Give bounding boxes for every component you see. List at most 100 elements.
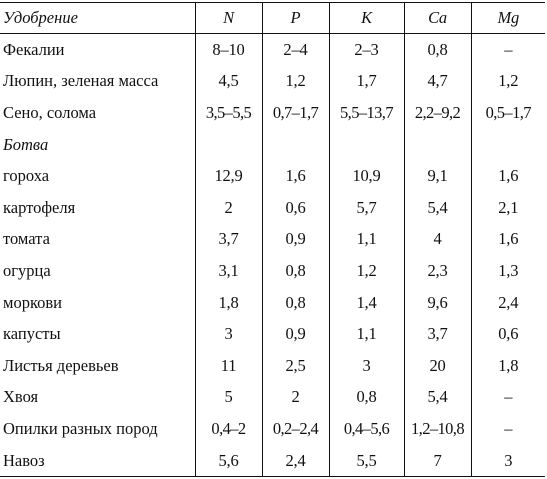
- cell-ca: 5,4: [404, 381, 472, 414]
- cell-k: 3: [329, 349, 405, 382]
- cell-k: 1,2: [329, 255, 405, 287]
- cell-ca: 1,2–10,8: [404, 413, 472, 445]
- cell-p: 2: [262, 381, 330, 414]
- cell-mg: 1,2: [498, 71, 519, 91]
- cell-ca: 2,2–9,2: [404, 97, 472, 129]
- cell-k: 1,1: [329, 318, 405, 350]
- table-row: гороха 12,9 1,6 10,9 9,1 1,6: [0, 160, 545, 192]
- cell-p: 0,8: [262, 286, 330, 319]
- cell-n: 11: [195, 349, 263, 382]
- cell-ca: 9,6: [404, 286, 472, 319]
- cell-p: 0,6: [262, 191, 330, 224]
- cell-k: [329, 128, 405, 161]
- cell-k: 5,7: [329, 191, 405, 224]
- cell-k: 10,9: [329, 160, 405, 192]
- row-label: Хвоя: [0, 381, 196, 414]
- cell-p: 2,5: [262, 349, 330, 382]
- cell-n: 4,5: [195, 65, 263, 98]
- cell-k: 5,5: [329, 444, 405, 478]
- cell-k: 2–3: [329, 33, 405, 66]
- row-label: Листья деревьев: [0, 349, 196, 382]
- cell-n: 0,4–2: [195, 413, 263, 445]
- cell-n: 3: [195, 318, 263, 350]
- cell-k: 1,7: [329, 65, 405, 98]
- row-label: картофеля: [0, 191, 196, 224]
- cell-p: 0,7–1,7: [262, 97, 330, 129]
- table-row: Листья деревьев 11 2,5 3 20 1,8: [0, 349, 545, 382]
- cell-p: 1,6: [262, 160, 330, 192]
- cell-n: 1,8: [195, 286, 263, 319]
- cell-ca: 4,7: [404, 65, 472, 98]
- cell-mg: 0,6: [498, 324, 519, 344]
- row-label: Люпин, зеленая масса: [0, 65, 196, 98]
- cell-ca: 2,3: [404, 255, 472, 287]
- cell-ca: 0,8: [404, 33, 472, 66]
- cell-ca: 9,1: [404, 160, 472, 192]
- cell-ca: 20: [404, 349, 472, 382]
- cell-k: 0,4–5,6: [329, 413, 405, 445]
- cell-k: 0,8: [329, 381, 405, 414]
- row-label: огурца: [0, 255, 196, 287]
- cell-ca: 3,7: [404, 318, 472, 350]
- cell-p: [262, 128, 330, 161]
- table-section-row: Ботва: [0, 128, 545, 161]
- table-row: Хвоя 5 2 0,8 5,4 –: [0, 381, 545, 414]
- cell-mg: 1,6: [498, 166, 519, 186]
- row-label: Фекалии: [0, 33, 196, 66]
- header-fertilizer: Удобрение: [0, 2, 196, 34]
- cell-n: 2: [195, 191, 263, 224]
- row-label: гороха: [0, 160, 196, 192]
- header-mg: Mg: [471, 2, 545, 34]
- table-header-row: Удобрение N P K Ca Mg: [0, 2, 545, 34]
- table-row: Опилки разных пород 0,4–2 0,2–2,4 0,4–5,…: [0, 413, 545, 445]
- cell-p: 0,9: [262, 223, 330, 256]
- table-row: Навоз 5,6 2,4 5,5 7 3: [0, 444, 545, 478]
- cell-p: 1,2: [262, 65, 330, 98]
- table-row: капусты 3 0,9 1,1 3,7 0,6: [0, 318, 545, 350]
- table-row: картофеля 2 0,6 5,7 5,4 2,1: [0, 191, 545, 224]
- table-row: Сено, солома 3,5–5,5 0,7–1,7 5,5–13,7 2,…: [0, 97, 545, 129]
- table-row: Люпин, зеленая масса 4,5 1,2 1,7 4,7 1,2: [0, 65, 545, 98]
- cell-k: 1,4: [329, 286, 405, 319]
- cell-ca: [404, 128, 472, 161]
- cell-k: 1,1: [329, 223, 405, 256]
- table-row: огурца 3,1 0,8 1,2 2,3 1,3: [0, 255, 545, 287]
- cell-mg: 1,3: [498, 260, 519, 280]
- cell-p: 0,2–2,4: [262, 413, 330, 445]
- header-k: K: [329, 2, 405, 34]
- cell-mg: [471, 129, 545, 161]
- cell-n: 3,5–5,5: [195, 97, 263, 129]
- header-p: P: [262, 2, 330, 34]
- cell-ca: 5,4: [404, 191, 472, 224]
- table-row: Фекалии 8–10 2–4 2–3 0,8 –: [0, 33, 545, 66]
- table-row: моркови 1,8 0,8 1,4 9,6 2,4: [0, 286, 545, 319]
- row-label: моркови: [0, 286, 196, 319]
- cell-n: 3,7: [195, 223, 263, 256]
- cell-mg: 2,1: [498, 197, 519, 217]
- cell-ca: 7: [404, 444, 472, 478]
- row-label: томата: [0, 223, 196, 256]
- row-label: капусты: [0, 318, 196, 350]
- cell-p: 0,8: [262, 255, 330, 287]
- cell-mg: 2,4: [498, 292, 519, 312]
- cell-mg: –: [504, 387, 513, 407]
- row-label: Навоз: [0, 444, 196, 478]
- cell-mg: 1,8: [498, 355, 519, 375]
- table-row: томата 3,7 0,9 1,1 4 1,6: [0, 223, 545, 256]
- cell-p: 2–4: [262, 33, 330, 66]
- cell-n: 5,6: [195, 444, 263, 478]
- cell-p: 2,4: [262, 444, 330, 478]
- cell-mg: 3: [471, 444, 545, 478]
- cell-k: 5,5–13,7: [329, 97, 405, 129]
- row-label: Опилки разных пород: [0, 413, 196, 445]
- section-label: Ботва: [0, 128, 196, 161]
- cell-n: [195, 128, 263, 161]
- cell-mg: –: [504, 39, 513, 59]
- header-n: N: [195, 2, 263, 34]
- cell-mg: –: [504, 418, 513, 438]
- cell-p: 0,9: [262, 318, 330, 350]
- header-ca: Ca: [404, 2, 472, 34]
- cell-n: 8–10: [195, 33, 263, 66]
